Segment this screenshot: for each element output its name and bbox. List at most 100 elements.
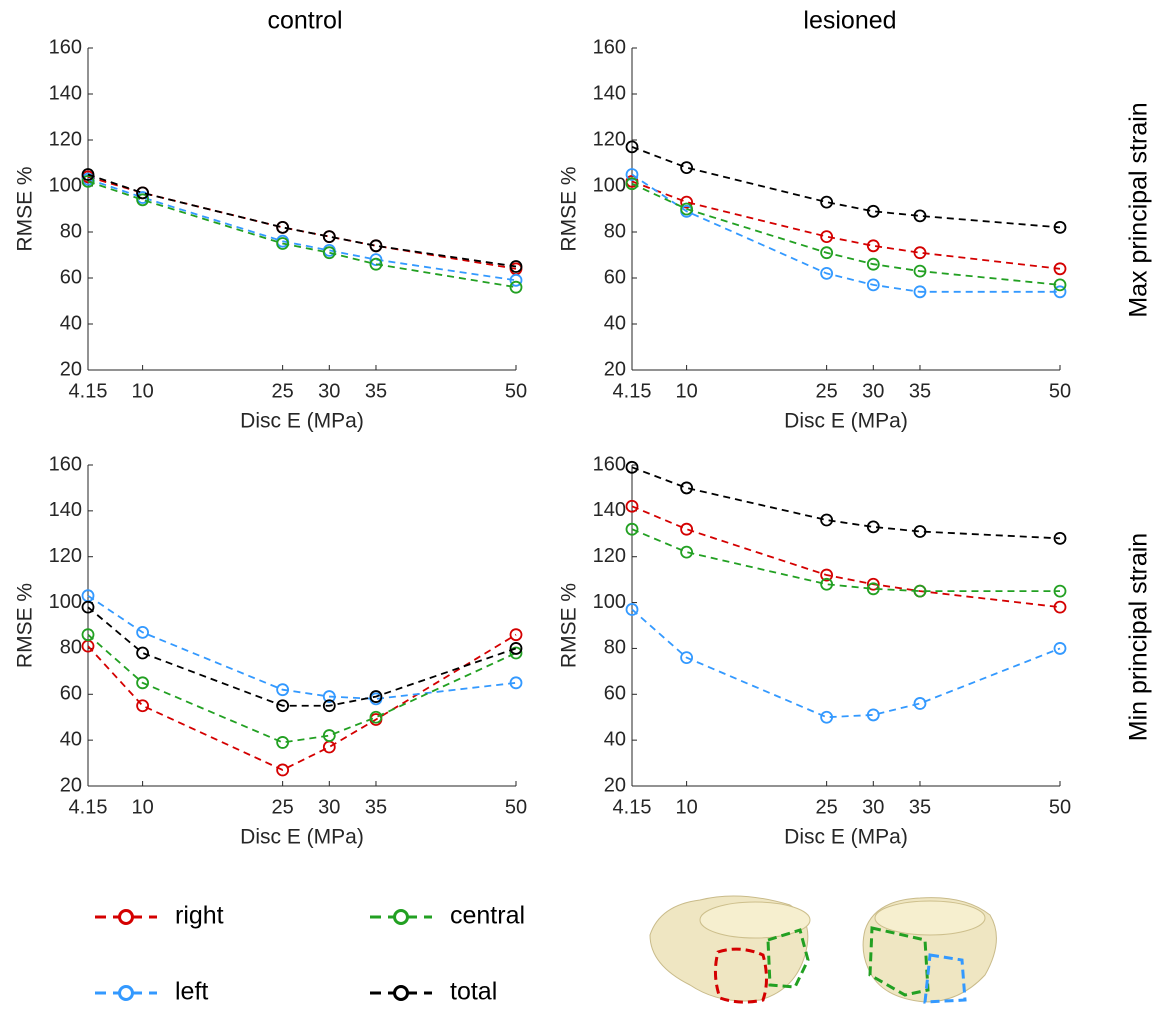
data-point xyxy=(866,520,880,534)
y-tick-label: 160 xyxy=(49,36,82,58)
data-point xyxy=(680,481,694,495)
data-point xyxy=(136,193,150,207)
data-point xyxy=(820,195,834,209)
legend-marker xyxy=(393,985,409,1001)
x-tick-label: 35 xyxy=(909,796,931,818)
row-title: Min principal strain xyxy=(1125,533,1153,741)
legend-label: total xyxy=(450,978,497,1006)
data-point xyxy=(509,280,523,294)
data-point xyxy=(276,683,290,697)
data-point xyxy=(625,603,639,616)
series-line xyxy=(87,178,517,282)
data-point xyxy=(322,699,336,713)
data-point xyxy=(913,246,927,260)
y-tick-label: 140 xyxy=(593,82,626,104)
y-tick-label: 20 xyxy=(60,774,82,796)
x-tick-label: 4.15 xyxy=(613,796,652,818)
x-tick-label: 10 xyxy=(675,796,697,818)
data-point xyxy=(509,676,523,690)
y-tick-label: 60 xyxy=(604,683,626,705)
data-point xyxy=(866,577,880,591)
y-axis-label: RMSE % xyxy=(558,583,581,668)
data-point xyxy=(913,264,927,278)
vertebra-illustration xyxy=(862,897,997,1004)
data-point xyxy=(1053,262,1067,276)
y-axis-label: RMSE % xyxy=(14,166,37,251)
y-tick-label: 40 xyxy=(60,312,82,334)
data-point xyxy=(509,646,523,660)
x-tick-label: 25 xyxy=(816,796,838,818)
y-tick-label: 80 xyxy=(60,220,82,242)
y-tick-label: 40 xyxy=(604,728,626,750)
row-title: Max principal strain xyxy=(1125,102,1153,317)
data-point xyxy=(369,239,383,253)
data-point xyxy=(625,140,639,154)
series-line xyxy=(631,466,1061,540)
data-point xyxy=(509,642,523,655)
x-tick-label: 25 xyxy=(272,380,294,402)
data-point xyxy=(276,237,290,250)
x-tick-label: 4.15 xyxy=(69,380,108,402)
y-tick-label: 80 xyxy=(604,220,626,242)
data-point xyxy=(276,220,290,234)
series-line xyxy=(631,182,1061,286)
y-tick-label: 120 xyxy=(49,545,82,567)
x-axis-label: Disc E (MPa) xyxy=(240,826,364,849)
data-point xyxy=(625,460,639,474)
x-tick-label: 10 xyxy=(131,380,153,402)
x-tick-label: 30 xyxy=(862,796,884,818)
y-tick-label: 60 xyxy=(60,266,82,288)
y-tick-label: 100 xyxy=(593,174,626,196)
series-line xyxy=(631,180,1061,270)
y-tick-label: 40 xyxy=(60,728,82,750)
y-tick-label: 120 xyxy=(49,128,82,150)
vertebra-illustration xyxy=(649,895,811,1004)
series-line xyxy=(87,633,517,771)
data-point xyxy=(866,708,880,722)
data-point xyxy=(680,651,694,664)
x-tick-label: 50 xyxy=(1049,796,1071,818)
data-point xyxy=(820,266,834,280)
data-point xyxy=(1053,531,1067,545)
y-tick-label: 60 xyxy=(604,266,626,288)
y-tick-label: 100 xyxy=(593,591,626,613)
x-tick-label: 30 xyxy=(318,380,340,402)
x-axis-label: Disc E (MPa) xyxy=(240,410,364,433)
data-point xyxy=(913,285,927,299)
x-tick-label: 50 xyxy=(1049,380,1071,402)
x-axis-label: Disc E (MPa) xyxy=(784,826,908,849)
data-point xyxy=(369,710,383,724)
data-point xyxy=(625,168,639,181)
series-line xyxy=(87,175,517,270)
y-tick-label: 120 xyxy=(593,545,626,567)
data-point xyxy=(276,736,290,749)
data-point xyxy=(820,568,834,582)
data-point xyxy=(625,177,639,191)
x-tick-label: 4.15 xyxy=(69,796,108,818)
data-point xyxy=(276,763,290,777)
data-point xyxy=(625,499,639,513)
data-point xyxy=(509,628,523,642)
legend-label: central xyxy=(450,902,525,930)
y-axis-label: RMSE % xyxy=(14,583,37,668)
x-tick-label: 25 xyxy=(816,380,838,402)
data-point xyxy=(1053,278,1067,292)
data-point xyxy=(866,278,880,292)
x-tick-label: 50 xyxy=(505,796,527,818)
legend-label: right xyxy=(175,902,224,930)
data-point xyxy=(913,209,927,223)
data-point xyxy=(820,577,834,591)
y-tick-label: 160 xyxy=(593,36,626,58)
data-point xyxy=(820,710,834,724)
series-line xyxy=(631,608,1061,719)
data-point xyxy=(1053,600,1067,614)
series-line xyxy=(631,528,1060,593)
series-line xyxy=(87,633,517,744)
data-point xyxy=(322,740,336,754)
y-tick-label: 100 xyxy=(49,174,82,196)
y-tick-label: 80 xyxy=(60,637,82,659)
series-line xyxy=(87,594,517,700)
x-tick-label: 35 xyxy=(365,380,387,402)
column-title: lesioned xyxy=(803,7,896,35)
data-point xyxy=(322,690,336,703)
